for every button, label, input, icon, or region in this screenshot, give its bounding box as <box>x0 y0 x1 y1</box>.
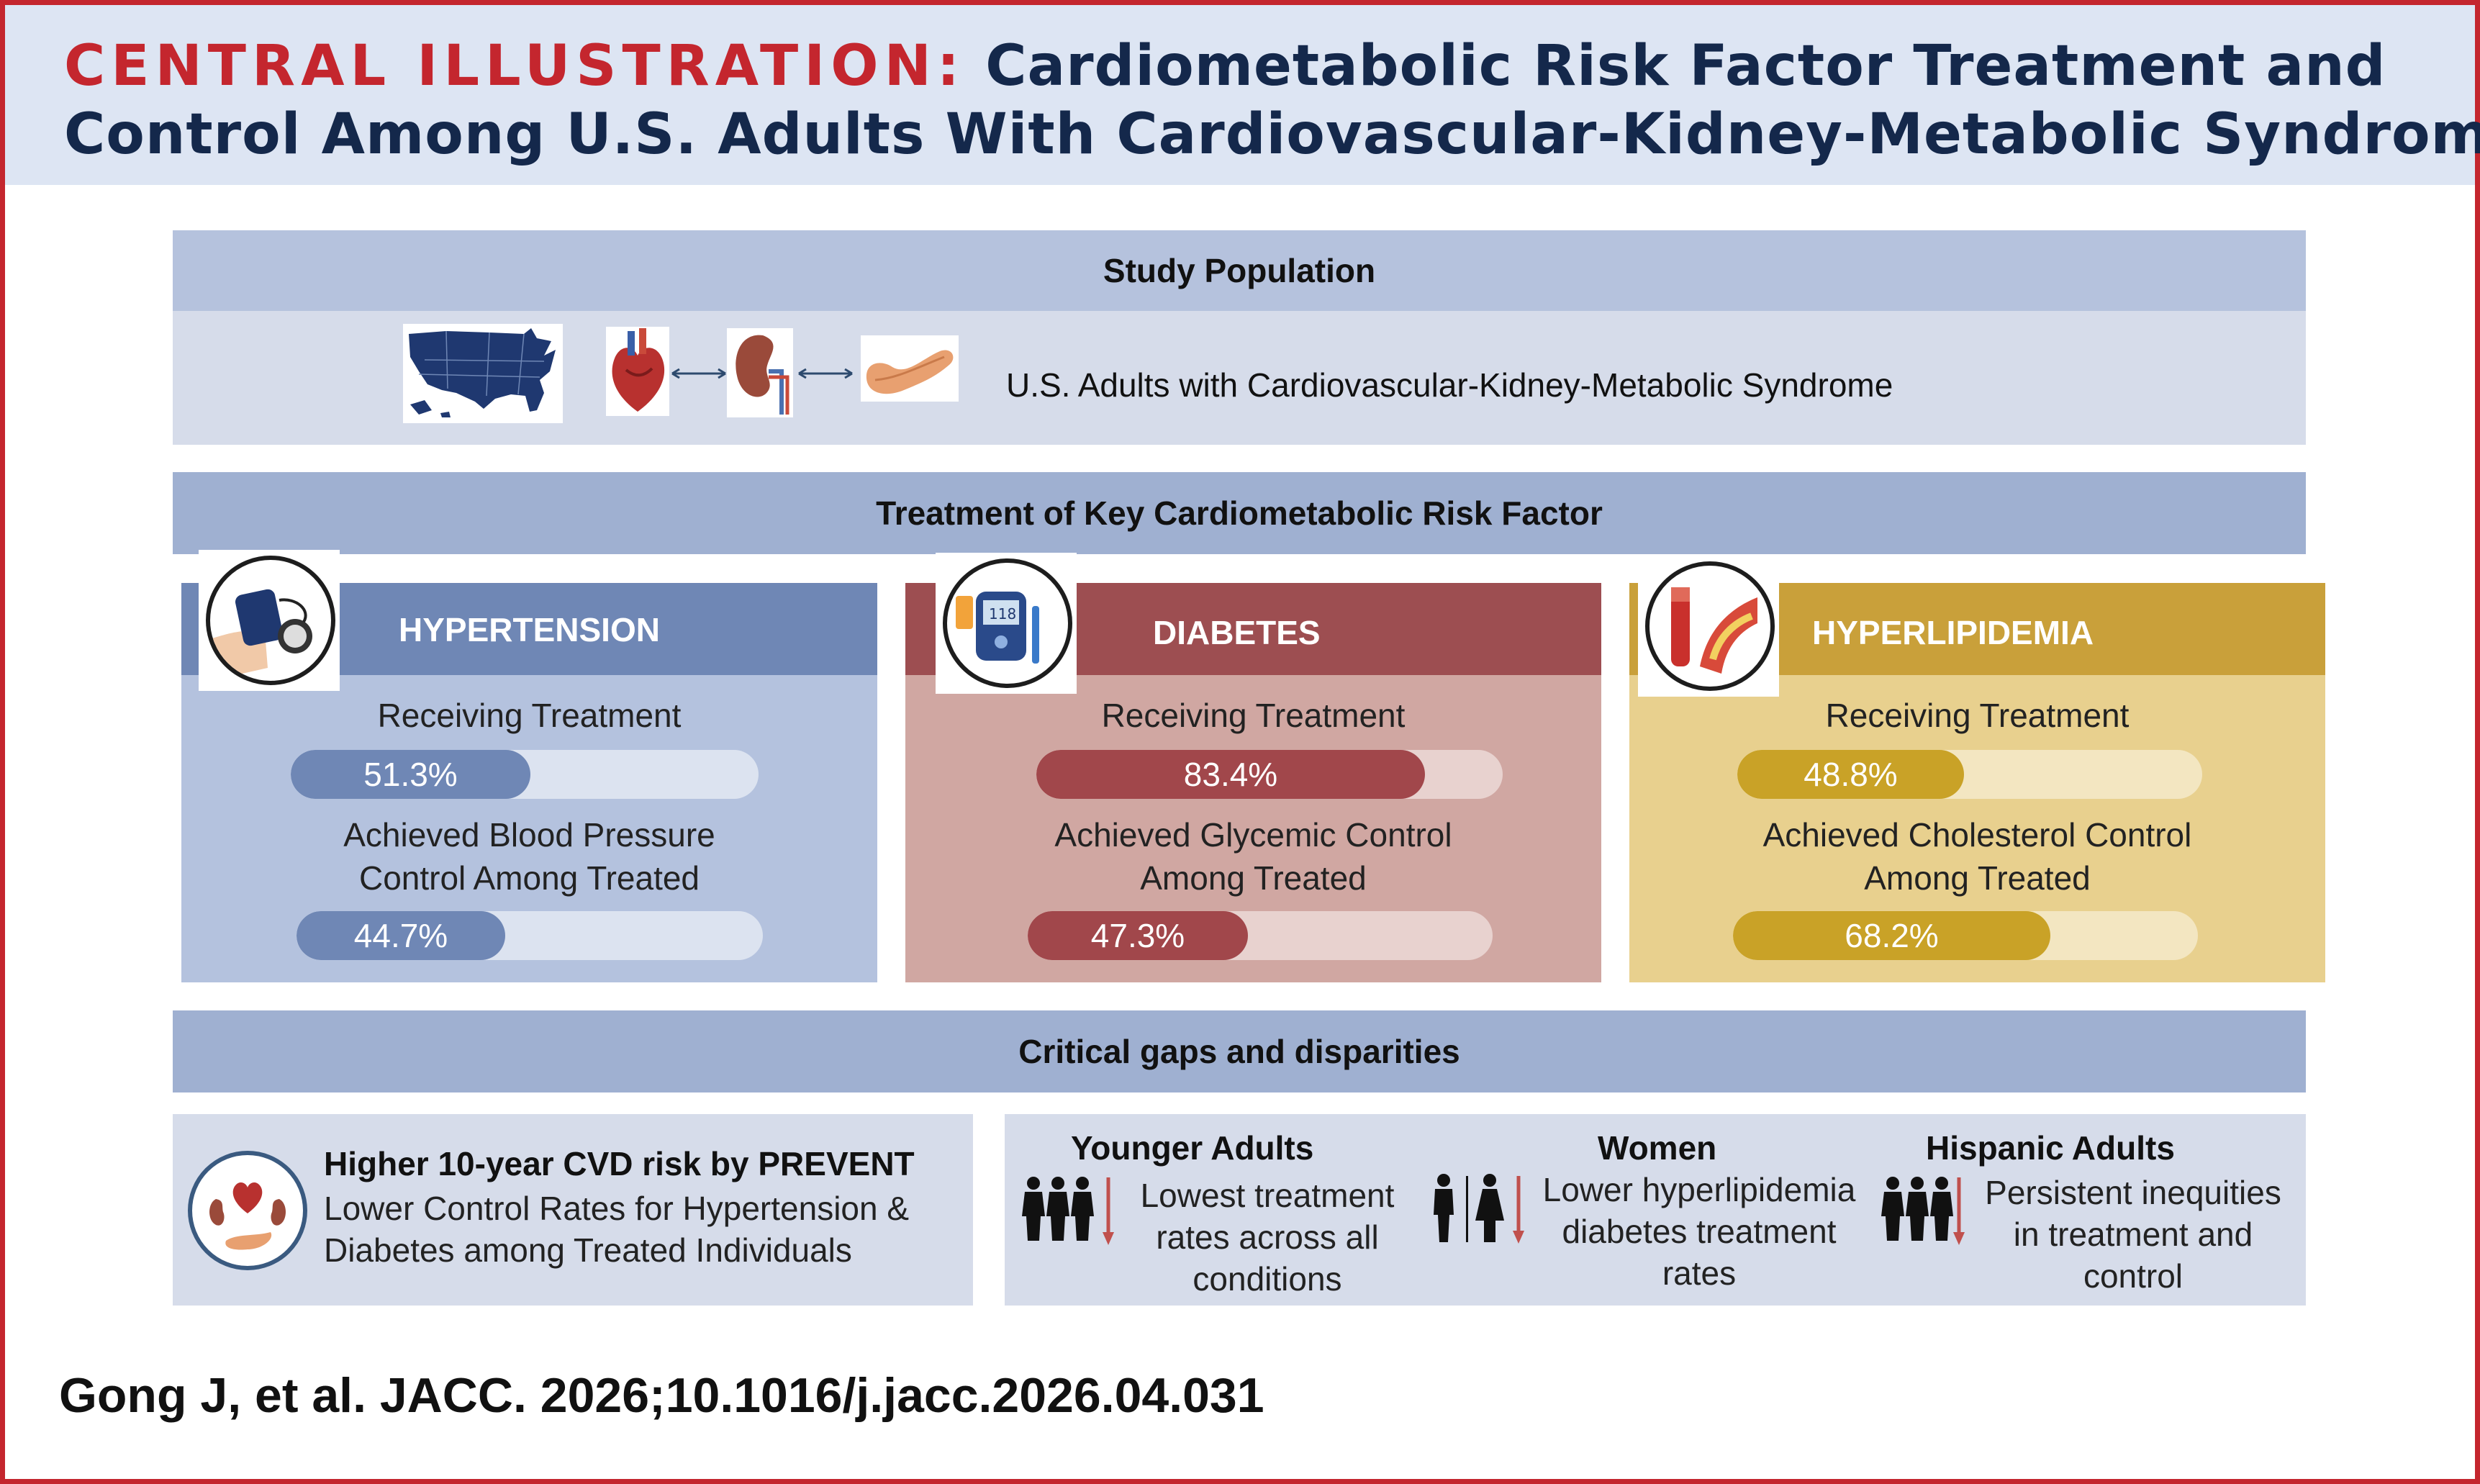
diabetes-treatment-bar: 83.4% <box>1036 750 1425 799</box>
hispanic-adults-title: Hispanic Adults <box>1926 1129 2175 1167</box>
heart-kidney-pancreas-icon <box>186 1149 309 1272</box>
diabetes-card: DIABETES Receiving Treatment 83.4% Achie… <box>905 583 1601 982</box>
women-title: Women <box>1598 1129 1717 1167</box>
women-line-1: Lower hyperlipidemia <box>1542 1171 1856 1208</box>
diabetes-control-label-2: Among Treated <box>1140 859 1367 897</box>
adults-group-icon <box>1020 1176 1095 1242</box>
younger-adults-line-3: conditions <box>1193 1260 1342 1298</box>
hyperlipidemia-title: HYPERLIPIDEMIA <box>1812 614 2094 651</box>
women-line-3: rates <box>1662 1254 1737 1292</box>
risk-line-2: Diabetes among Treated Individuals <box>324 1231 852 1269</box>
down-arrow-icon <box>1511 1175 1526 1247</box>
hyperlipidemia-treatment-track: 48.8% <box>1737 750 2202 799</box>
disparities-panel <box>1005 1114 2306 1306</box>
central-illustration-label: CENTRAL ILLUSTRATION: <box>64 34 966 99</box>
svg-text:118: 118 <box>989 605 1016 623</box>
pancreas-icon <box>861 335 959 402</box>
title-line-1: CENTRAL ILLUSTRATION: Cardiometabolic Ri… <box>64 34 2386 99</box>
connector-arrow <box>796 368 855 379</box>
diabetes-treatment-track: 83.4% <box>1036 750 1503 799</box>
glucose-meter-icon: 118 <box>936 553 1077 694</box>
hispanic-adults-line-2: in treatment and <box>2013 1216 2253 1253</box>
man-woman-icon <box>1426 1173 1507 1245</box>
down-arrow-icon <box>1952 1176 1966 1248</box>
adults-group-icon <box>1880 1176 1955 1242</box>
hyperlipidemia-control-track: 68.2% <box>1733 911 2198 960</box>
hypertension-treatment-track: 51.3% <box>291 750 759 799</box>
hypertension-control-bar: 44.7% <box>297 911 505 960</box>
citation: Gong J, et al. JACC. 2026;10.1016/j.jacc… <box>59 1368 1264 1423</box>
diabetes-title: DIABETES <box>1153 614 1321 651</box>
women-line-2: diabetes treatment <box>1562 1213 1837 1250</box>
younger-adults-title: Younger Adults <box>1071 1129 1314 1167</box>
hyperlipidemia-treatment-bar: 48.8% <box>1737 750 1964 799</box>
hypertension-control-label-1: Achieved Blood Pressure <box>343 816 715 854</box>
hypertension-control-label-2: Control Among Treated <box>358 859 700 897</box>
hyperlipidemia-control-label-1: Achieved Cholesterol Control <box>1762 816 2192 854</box>
down-arrow-icon <box>1101 1176 1115 1248</box>
hispanic-adults-line-3: control <box>2083 1257 2183 1295</box>
study-population-description: U.S. Adults with Cardiovascular-Kidney-M… <box>1006 366 1893 404</box>
heart-icon <box>606 327 669 416</box>
header: CENTRAL ILLUSTRATION: Cardiometabolic Ri… <box>5 5 2480 185</box>
hyperlipidemia-control-label-2: Among Treated <box>1864 859 2091 897</box>
diabetes-control-bar: 47.3% <box>1028 911 1248 960</box>
gaps-heading: Critical gaps and disparities <box>173 1010 2306 1092</box>
younger-adults-line-2: rates across all <box>1156 1218 1379 1256</box>
study-population-heading: Study Population <box>173 230 2306 311</box>
hyperlipidemia-card: HYPERLIPIDEMIA Receiving Treatment 48.8%… <box>1629 583 2325 982</box>
treatment-heading: Treatment of Key Cardiometabolic Risk Fa… <box>173 472 2306 554</box>
diabetes-control-track: 47.3% <box>1028 911 1493 960</box>
blood-pressure-cuff-icon <box>199 550 340 691</box>
title-text-1: Cardiometabolic Risk Factor Treatment an… <box>985 34 2386 99</box>
hypertension-control-track: 44.7% <box>297 911 763 960</box>
diabetes-treatment-label: Receiving Treatment <box>1101 697 1406 734</box>
hypertension-title: HYPERTENSION <box>399 611 660 648</box>
risk-line-1: Lower Control Rates for Hypertension & <box>324 1190 910 1227</box>
hispanic-adults-line-1: Persistent inequities <box>1985 1174 2281 1211</box>
younger-adults-line-1: Lowest treatment <box>1140 1177 1395 1214</box>
hypertension-treatment-label: Receiving Treatment <box>377 697 682 734</box>
hyperlipidemia-control-bar: 68.2% <box>1733 911 2050 960</box>
diabetes-control-label-1: Achieved Glycemic Control <box>1054 816 1452 854</box>
us-map-icon <box>403 324 563 423</box>
risk-title: Higher 10-year CVD risk by PREVENT <box>324 1145 915 1182</box>
hypertension-treatment-bar: 51.3% <box>291 750 530 799</box>
artery-plaque-icon <box>1638 556 1779 697</box>
hyperlipidemia-treatment-label: Receiving Treatment <box>1825 697 2130 734</box>
connector-arrow <box>669 368 728 379</box>
kidney-icon <box>727 328 793 417</box>
title-line-2: Control Among U.S. Adults With Cardiovas… <box>64 102 2480 167</box>
